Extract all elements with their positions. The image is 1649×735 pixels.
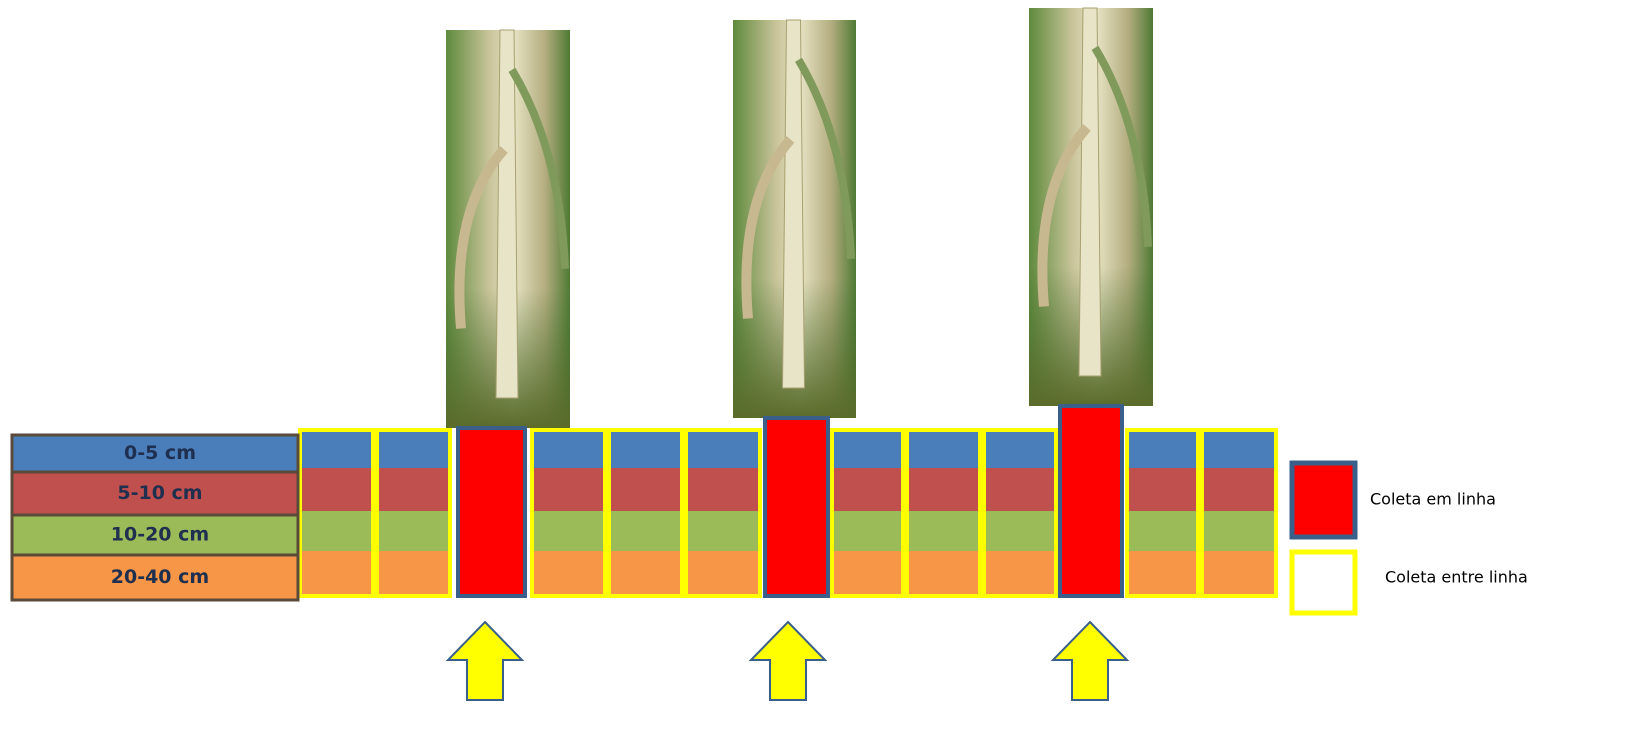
- layer-cell: [905, 431, 982, 468]
- layer-cell: [375, 511, 452, 551]
- sampling-diagram: 0-5 cm 5-10 cm 10-20 cm 20-40 cm Coleta em …: [0, 0, 1649, 735]
- layer-cell: [375, 468, 452, 511]
- layer-cell: [607, 551, 684, 596]
- depth-label: 20-40 cm: [111, 566, 209, 588]
- layer-cell: [982, 468, 1058, 511]
- layer-cell: [684, 551, 762, 596]
- layer-cell: [298, 468, 375, 511]
- plant-stalk: [1079, 8, 1101, 376]
- layer-cell: [1200, 468, 1278, 511]
- plant-photos: [446, 8, 1153, 428]
- layer-cell: [530, 431, 607, 468]
- legend-in-row-swatch: [1292, 463, 1355, 537]
- layer-cell: [1200, 551, 1278, 596]
- depth-label: 0-5 cm: [124, 442, 196, 464]
- in-row-cell: [458, 428, 525, 596]
- in-row-cell: [1060, 406, 1122, 596]
- layer-cell: [298, 551, 375, 596]
- layer-cell: [982, 431, 1058, 468]
- layer-cell: [1125, 468, 1200, 511]
- layer-cell: [905, 551, 982, 596]
- arrows: [448, 622, 1127, 700]
- layer-cell: [905, 468, 982, 511]
- layer-cell: [684, 431, 762, 468]
- layer-cell: [530, 551, 607, 596]
- plant-stalk: [783, 20, 805, 388]
- up-arrow: [448, 622, 522, 700]
- layer-cell: [1125, 431, 1200, 468]
- layer-cell: [830, 468, 905, 511]
- layer-cell: [830, 551, 905, 596]
- legend-label: Coleta entre linha: [1385, 568, 1528, 587]
- layer-cell: [1200, 511, 1278, 551]
- layer-cell: [530, 468, 607, 511]
- depth-labels: 0-5 cm 5-10 cm 10-20 cm 20-40 cm: [12, 435, 298, 600]
- layer-cell: [1125, 551, 1200, 596]
- layer-cell: [530, 511, 607, 551]
- layer-cell: [982, 511, 1058, 551]
- layer-cell: [375, 551, 452, 596]
- sampling-grid: [298, 406, 1278, 596]
- up-arrow: [751, 622, 825, 700]
- depth-label: 5-10 cm: [117, 482, 202, 504]
- layer-cell: [1125, 511, 1200, 551]
- layer-cell: [830, 431, 905, 468]
- layer-cell: [982, 551, 1058, 596]
- layer-cell: [830, 511, 905, 551]
- layer-cell: [607, 511, 684, 551]
- layer-cell: [684, 468, 762, 511]
- layer-cell: [607, 468, 684, 511]
- layer-cell: [905, 511, 982, 551]
- layer-cell: [375, 431, 452, 468]
- layer-cell: [298, 511, 375, 551]
- depth-label: 10-20 cm: [111, 524, 209, 546]
- legend: Coleta em linha Coleta entre linha: [1292, 463, 1528, 613]
- layer-cell: [1200, 431, 1278, 468]
- up-arrow: [1053, 622, 1127, 700]
- in-row-cell: [765, 418, 828, 596]
- legend-between-row-swatch: [1292, 552, 1355, 613]
- layer-cell: [298, 431, 375, 468]
- layer-cell: [607, 431, 684, 468]
- layer-cell: [684, 511, 762, 551]
- plant-stalk: [496, 30, 518, 398]
- legend-label: Coleta em linha: [1370, 490, 1496, 509]
